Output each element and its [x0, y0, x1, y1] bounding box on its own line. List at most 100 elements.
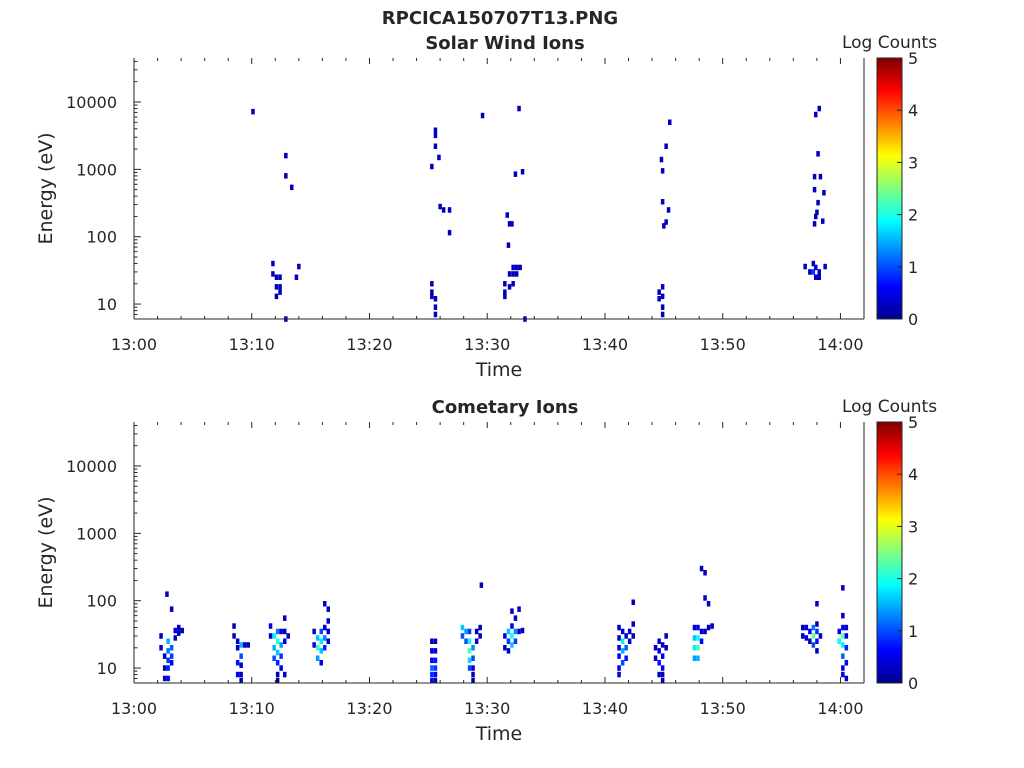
data-cell: [433, 657, 438, 664]
data-cell: [660, 304, 665, 310]
data-cell: [507, 271, 512, 277]
data-cell: [283, 615, 287, 621]
data-cell: [510, 633, 514, 639]
colorbar-tick-label: 2: [908, 206, 918, 225]
data-cell: [447, 229, 452, 236]
data-cell: [506, 628, 511, 635]
colorbar-tick-label: 5: [908, 413, 918, 432]
data-cell: [657, 660, 661, 666]
data-cell: [169, 645, 174, 651]
colorbar-tick-label: 4: [908, 465, 918, 484]
data-cell: [804, 635, 809, 641]
x-tick-label: 13:00: [111, 335, 157, 354]
data-cell: [460, 624, 465, 631]
data-cell: [284, 173, 288, 179]
x-tick-label: 13:20: [346, 699, 392, 718]
data-cell: [699, 628, 704, 635]
data-cell: [837, 638, 841, 644]
data-cell: [467, 665, 472, 671]
data-cell: [818, 633, 823, 639]
data-cell: [275, 628, 280, 635]
data-cell: [624, 655, 628, 661]
data-cell: [506, 638, 511, 644]
data-cell: [173, 627, 177, 634]
data-cell: [467, 638, 472, 644]
data-cell: [284, 152, 288, 159]
data-cell: [430, 665, 434, 671]
colorbar-tick-label: 0: [908, 310, 918, 329]
data-cell: [513, 171, 518, 177]
y-tick-label: 1000: [76, 524, 117, 543]
colorbar: [876, 421, 903, 684]
data-cell: [438, 203, 442, 210]
x-tick-label: 14:00: [817, 699, 863, 718]
data-cell: [818, 173, 823, 180]
data-cell: [503, 289, 507, 295]
data-cell: [703, 570, 707, 576]
data-cell: [159, 645, 163, 651]
colorbar-label: Log Counts: [842, 33, 937, 53]
data-cell: [657, 296, 661, 302]
data-cell: [696, 624, 700, 631]
data-cell: [326, 618, 330, 624]
data-cell: [664, 219, 668, 225]
chart-title: Solar Wind Ions: [425, 33, 584, 54]
data-cell: [657, 648, 661, 654]
data-cell: [239, 662, 243, 668]
data-cell: [510, 623, 514, 629]
data-cell: [660, 642, 665, 648]
x-tick-label: 13:40: [582, 335, 628, 354]
data-cell: [617, 645, 621, 651]
data-cell: [430, 163, 434, 170]
data-cell: [817, 269, 821, 275]
colorbar-label: Log Counts: [842, 397, 937, 417]
data-cell: [664, 633, 668, 639]
x-tick-label: 13:40: [582, 699, 628, 718]
data-cell: [841, 671, 845, 678]
data-cell: [279, 642, 283, 648]
data-cell: [692, 635, 697, 641]
data-cell: [696, 645, 700, 651]
data-cell: [816, 151, 820, 157]
data-cell: [323, 635, 327, 641]
colorbar: [876, 57, 903, 320]
data-cell: [817, 105, 821, 112]
data-cell: [507, 221, 512, 227]
data-cell: [464, 638, 468, 644]
data-cell: [821, 218, 825, 224]
data-cell: [326, 606, 330, 612]
data-cell: [617, 671, 621, 678]
data-cell: [246, 642, 250, 648]
data-cell: [844, 645, 849, 651]
data-cell: [166, 665, 170, 671]
data-cell: [804, 624, 809, 631]
data-cell: [503, 633, 507, 639]
data-cell: [844, 633, 849, 639]
data-cell: [235, 638, 240, 644]
data-cell: [162, 653, 167, 659]
data-cell: [627, 628, 632, 635]
data-cell: [433, 132, 438, 139]
data-cell: [664, 143, 668, 149]
data-cell: [180, 627, 184, 634]
data-cell: [710, 623, 714, 629]
data-cell: [232, 623, 236, 629]
data-cell: [279, 665, 283, 671]
data-cell: [471, 677, 475, 684]
data-cell: [657, 289, 661, 295]
data-cell: [511, 271, 515, 277]
y-tick-label: 10: [97, 659, 117, 678]
data-cell: [471, 665, 475, 671]
data-cell: [323, 645, 327, 651]
data-cell: [177, 630, 181, 636]
data-cell: [815, 648, 819, 654]
data-cell: [520, 627, 525, 634]
data-cell: [506, 242, 511, 248]
data-cell: [692, 645, 697, 651]
data-cell: [660, 168, 665, 174]
data-cell: [430, 657, 434, 664]
data-cell: [814, 213, 818, 220]
colorbar-tick-label: 1: [908, 622, 918, 641]
data-cell: [631, 621, 635, 627]
data-cell: [620, 648, 625, 654]
